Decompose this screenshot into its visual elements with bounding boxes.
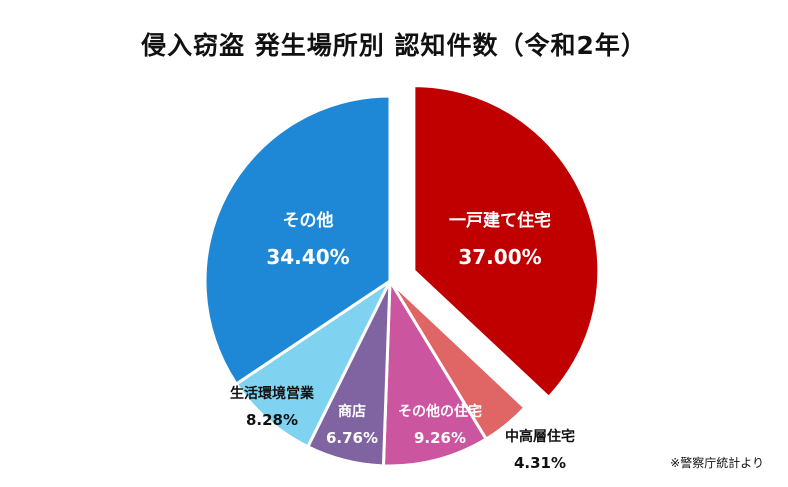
slice-label-1: 一戸建て住宅 [449, 210, 551, 231]
pie-slice-6 [203, 94, 392, 386]
pie-slice-1 [412, 84, 601, 399]
slice-value-1: 37.00% [458, 245, 541, 269]
pie-labels: 一戸建て住宅 37.00% 中高層住宅 4.31% その他の住宅 9.26% 商店 6.76%… [230, 210, 575, 472]
slice-value-4: 6.76% [326, 429, 378, 447]
slice-value-5: 8.28% [246, 411, 298, 429]
slice-label-6: その他 [283, 210, 334, 231]
slice-value-6: 34.40% [266, 245, 349, 269]
slice-label-5: 生活環境営業 [230, 385, 315, 402]
chart-title: 侵入窃盗 発生場所別 認知件数（令和2年） [141, 31, 647, 60]
pie-slice-5 [234, 279, 392, 449]
source-note: ※警察庁統計より [670, 456, 764, 470]
slice-value-2: 4.31% [514, 454, 566, 472]
slice-label-2: 中高層住宅 [505, 428, 575, 445]
slice-label-3: その他の住宅 [398, 403, 482, 420]
pie-slice-3 [381, 279, 488, 468]
slice-label-4: 商店 [338, 403, 366, 420]
slice-value-3: 9.26% [414, 429, 466, 447]
pie-slices [203, 84, 601, 468]
